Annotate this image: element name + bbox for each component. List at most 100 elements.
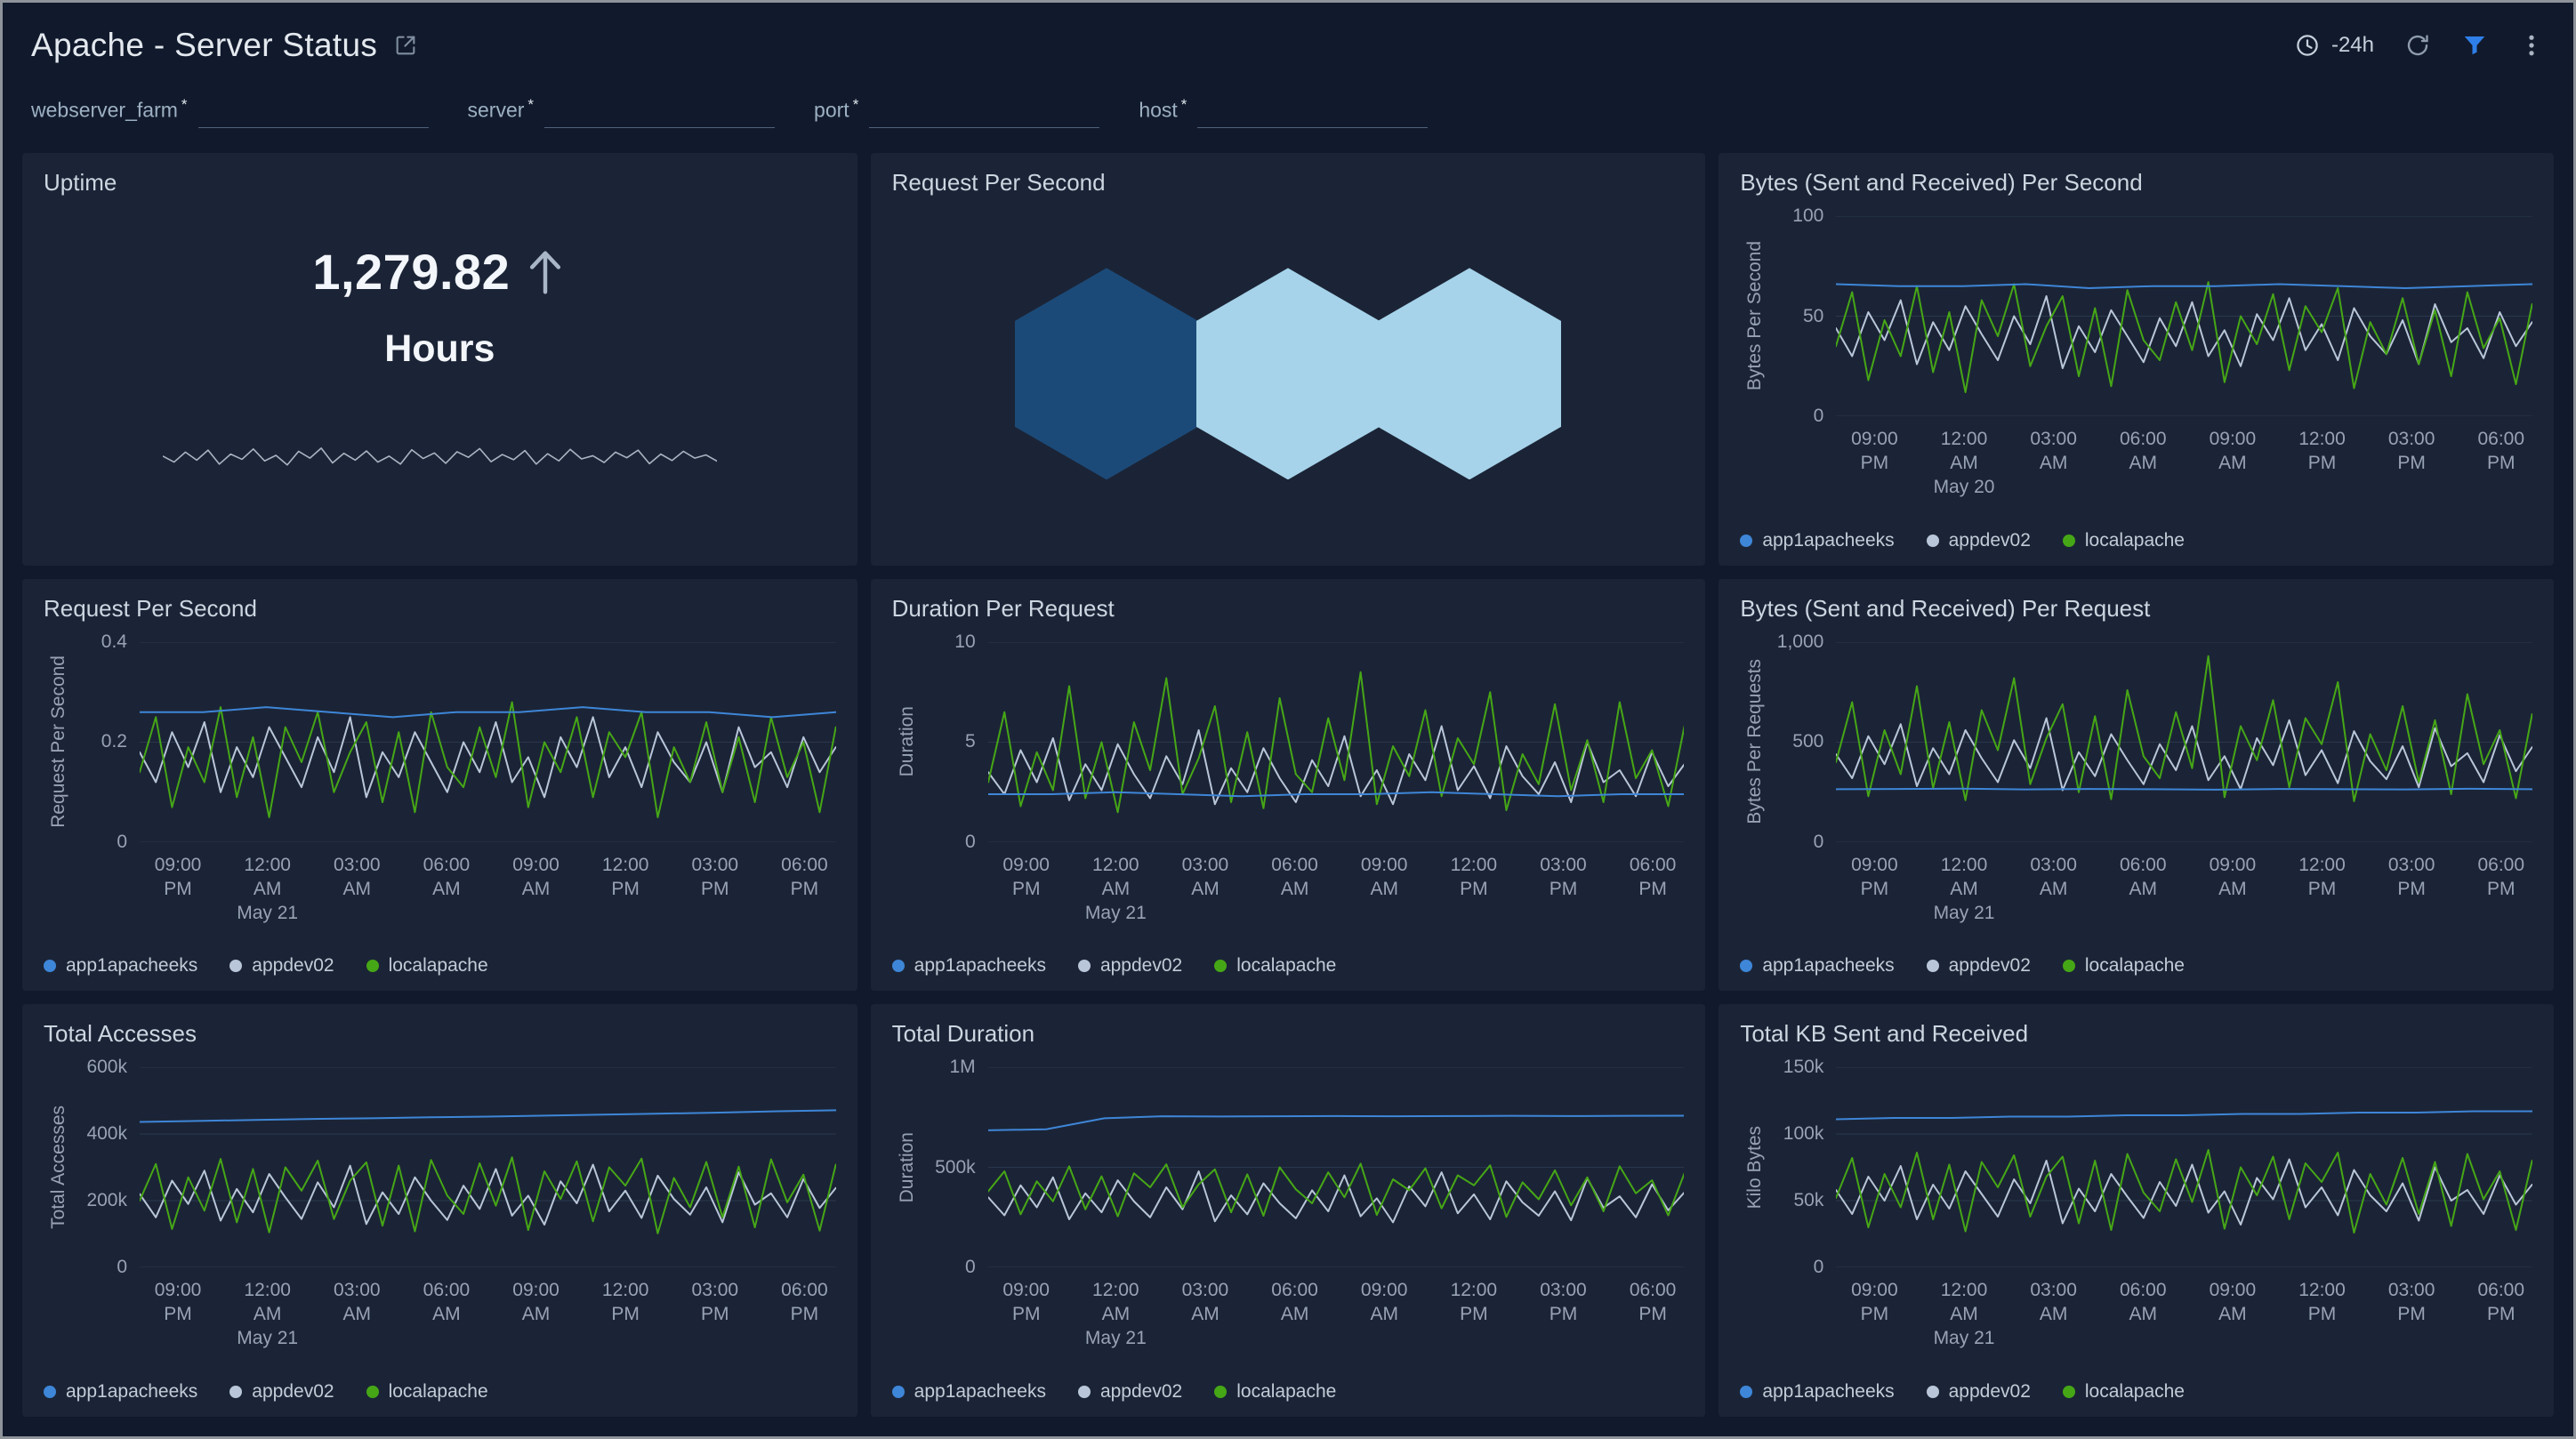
legend-item[interactable]: appdev02 bbox=[229, 1381, 334, 1403]
y-axis-ticks: 600k 400k 200k 0 bbox=[74, 1057, 140, 1277]
chart-legend: app1apacheeks appdev02 localapache bbox=[1740, 945, 2532, 977]
legend-label: localapache bbox=[1236, 1380, 1337, 1402]
legend-item[interactable]: localapache bbox=[366, 1381, 488, 1403]
required-asterisk: * bbox=[527, 96, 535, 114]
legend-item[interactable]: appdev02 bbox=[1926, 955, 2031, 977]
y-tick-label: 0.4 bbox=[101, 631, 127, 652]
legend-dot-icon bbox=[1740, 960, 1753, 973]
x-tick-label: 12:00 PM bbox=[1450, 1280, 1498, 1325]
chart-plot[interactable] bbox=[140, 642, 836, 842]
legend-dot-icon bbox=[44, 1385, 56, 1398]
legend-item[interactable]: appdev02 bbox=[229, 955, 334, 977]
x-tick-label: 09:00 AM bbox=[2209, 854, 2257, 899]
x-tick-label: 03:00 PM bbox=[691, 1280, 739, 1325]
y-tick-label: 0 bbox=[117, 831, 127, 852]
x-tick-label: 12:00 PM bbox=[601, 1280, 649, 1325]
filter-input-port[interactable] bbox=[869, 93, 1100, 128]
refresh-icon[interactable] bbox=[2404, 32, 2431, 59]
x-tick-label: 06:00 PM bbox=[781, 854, 828, 899]
x-tick-label: 12:00 PM bbox=[601, 854, 649, 899]
legend-label: appdev02 bbox=[1948, 529, 2031, 551]
time-range-control[interactable]: -24h bbox=[2294, 32, 2374, 59]
legend-item[interactable]: app1apacheeks bbox=[1740, 955, 1895, 977]
x-tick-label: 03:00 AM bbox=[1181, 854, 1229, 899]
y-tick-label: 600k bbox=[86, 1057, 127, 1078]
filter-port: port * bbox=[814, 93, 1100, 128]
legend-item[interactable]: app1apacheeks bbox=[891, 1381, 1046, 1403]
x-tick-label: 06:00 AM bbox=[423, 1280, 471, 1325]
legend-item[interactable]: app1apacheeks bbox=[891, 955, 1046, 977]
legend-dot-icon bbox=[229, 960, 243, 973]
legend-item[interactable]: localapache bbox=[2062, 530, 2185, 551]
x-tick-label: 09:00 AM bbox=[1360, 854, 1408, 899]
legend-label: app1apacheeks bbox=[66, 1380, 198, 1402]
legend-dot-icon bbox=[229, 1385, 243, 1398]
x-tick-label: 06:00 AM bbox=[2119, 854, 2167, 899]
legend-item[interactable]: app1apacheeks bbox=[1740, 1381, 1895, 1403]
legend-item[interactable]: localapache bbox=[1214, 955, 1336, 977]
legend-dot-icon bbox=[1077, 960, 1091, 973]
honeycomb-cell[interactable] bbox=[1377, 268, 1561, 480]
x-tick-label: 12:00 AM May 21 bbox=[237, 854, 299, 923]
legend-item[interactable]: localapache bbox=[1214, 1381, 1336, 1403]
x-tick-label: 12:00 AM May 21 bbox=[1084, 854, 1147, 923]
y-tick-label: 10 bbox=[954, 631, 976, 652]
y-tick-label: 100k bbox=[1783, 1123, 1824, 1145]
uptime-sparkline bbox=[163, 430, 717, 479]
y-axis-ticks: 150k 100k 50k 0 bbox=[1770, 1057, 1836, 1277]
legend-label: localapache bbox=[388, 1380, 488, 1402]
panel-title: Total KB Sent and Received bbox=[1740, 1020, 2029, 1048]
y-tick-label: 50 bbox=[1802, 305, 1824, 326]
honeycomb-cell[interactable] bbox=[1195, 268, 1380, 480]
kebab-menu-icon[interactable] bbox=[2518, 32, 2545, 59]
y-axis-ticks: 1M 500k 0 bbox=[922, 1057, 988, 1277]
y-axis-label: Bytes Per Requests bbox=[1744, 659, 1766, 824]
chart-plot[interactable] bbox=[1836, 1067, 2532, 1267]
chart-legend: app1apacheeks appdev02 localapache bbox=[891, 1371, 1685, 1403]
y-tick-label: 0 bbox=[1813, 1257, 1824, 1278]
chart-plot[interactable] bbox=[988, 642, 1685, 842]
legend-item[interactable]: app1apacheeks bbox=[44, 1381, 197, 1403]
legend-item[interactable]: appdev02 bbox=[1077, 955, 1182, 977]
filter-server: server * bbox=[468, 93, 776, 128]
legend-item[interactable]: app1apacheeks bbox=[1740, 530, 1895, 551]
filter-input-server[interactable] bbox=[544, 93, 776, 128]
x-tick-label: 09:00 AM bbox=[1360, 1280, 1408, 1325]
panel-title: Bytes (Sent and Received) Per Second bbox=[1740, 169, 2143, 196]
y-axis-ticks: 0.4 0.2 0 bbox=[74, 631, 140, 852]
y-tick-label: 0 bbox=[117, 1257, 127, 1278]
y-tick-label: 0.2 bbox=[101, 731, 127, 752]
chart-plot[interactable] bbox=[1836, 216, 2532, 416]
legend-item[interactable]: appdev02 bbox=[1926, 1381, 2031, 1403]
legend-dot-icon bbox=[2062, 960, 2075, 973]
chart-plot[interactable] bbox=[1836, 642, 2532, 842]
panel-title: Uptime bbox=[44, 169, 117, 196]
x-tick-label: 03:00 PM bbox=[2387, 1280, 2435, 1325]
legend-label: app1apacheeks bbox=[914, 955, 1046, 977]
legend-item[interactable]: appdev02 bbox=[1926, 529, 2031, 551]
legend-item[interactable]: localapache bbox=[2062, 955, 2185, 977]
filter-bar: webserver_farm * server * port * host * bbox=[3, 88, 2573, 153]
required-asterisk: * bbox=[852, 96, 859, 114]
legend-item[interactable]: localapache bbox=[366, 955, 488, 977]
filter-input-webserver_farm[interactable] bbox=[197, 93, 429, 128]
filter-icon[interactable] bbox=[2461, 32, 2488, 59]
y-tick-label: 0 bbox=[964, 831, 976, 852]
legend-item[interactable]: appdev02 bbox=[1077, 1381, 1182, 1403]
legend-item[interactable]: localapache bbox=[2062, 1381, 2185, 1403]
x-tick-label: 03:00 AM bbox=[334, 1280, 381, 1325]
legend-label: localapache bbox=[2084, 955, 2185, 977]
x-tick-label: 09:00 PM bbox=[154, 854, 202, 899]
y-tick-label: 500k bbox=[935, 1156, 976, 1178]
x-tick-label: 06:00 AM bbox=[1271, 1280, 1318, 1325]
honeycomb-cell[interactable] bbox=[1014, 268, 1198, 480]
legend-dot-icon bbox=[1740, 1385, 1753, 1398]
filter-input-host[interactable] bbox=[1197, 93, 1429, 128]
chart-plot[interactable] bbox=[988, 1067, 1685, 1267]
x-tick-label: 03:00 AM bbox=[334, 854, 381, 899]
chart-plot[interactable] bbox=[140, 1067, 836, 1267]
open-in-new-icon[interactable] bbox=[393, 33, 418, 58]
x-tick-label: 06:00 PM bbox=[1629, 1280, 1677, 1325]
legend-item[interactable]: app1apacheeks bbox=[44, 955, 197, 977]
panel-title: Duration Per Request bbox=[891, 594, 1115, 622]
